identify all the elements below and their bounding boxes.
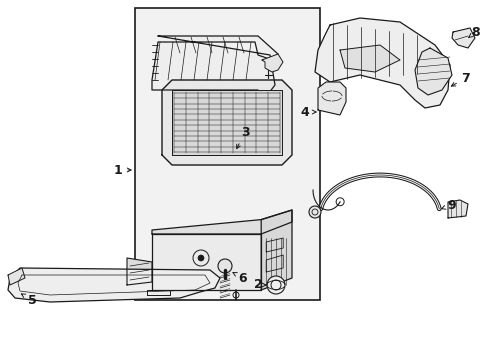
Polygon shape	[262, 54, 283, 72]
Circle shape	[266, 276, 285, 294]
Text: 5: 5	[21, 293, 36, 306]
Polygon shape	[152, 234, 261, 290]
Polygon shape	[162, 80, 291, 165]
Circle shape	[198, 255, 203, 261]
Polygon shape	[127, 258, 152, 285]
Text: 9: 9	[441, 198, 455, 212]
Circle shape	[218, 259, 231, 273]
Text: 4: 4	[300, 105, 315, 118]
Polygon shape	[265, 238, 283, 252]
Polygon shape	[339, 45, 399, 72]
Text: 6: 6	[232, 271, 247, 284]
Bar	[135, 8, 319, 300]
Polygon shape	[261, 210, 291, 290]
Polygon shape	[8, 268, 25, 285]
Polygon shape	[8, 268, 220, 302]
Polygon shape	[447, 200, 467, 218]
Polygon shape	[317, 82, 346, 115]
Text: 8: 8	[468, 26, 479, 39]
Polygon shape	[414, 48, 451, 95]
Polygon shape	[152, 36, 278, 98]
Polygon shape	[147, 290, 170, 295]
Polygon shape	[152, 210, 291, 234]
Polygon shape	[451, 28, 474, 48]
Circle shape	[308, 206, 320, 218]
Text: 1: 1	[113, 163, 131, 176]
Text: 3: 3	[236, 126, 249, 149]
Polygon shape	[265, 255, 283, 272]
Text: 7: 7	[450, 72, 469, 86]
Polygon shape	[172, 90, 282, 155]
Polygon shape	[314, 18, 449, 108]
Text: 2: 2	[253, 279, 265, 292]
